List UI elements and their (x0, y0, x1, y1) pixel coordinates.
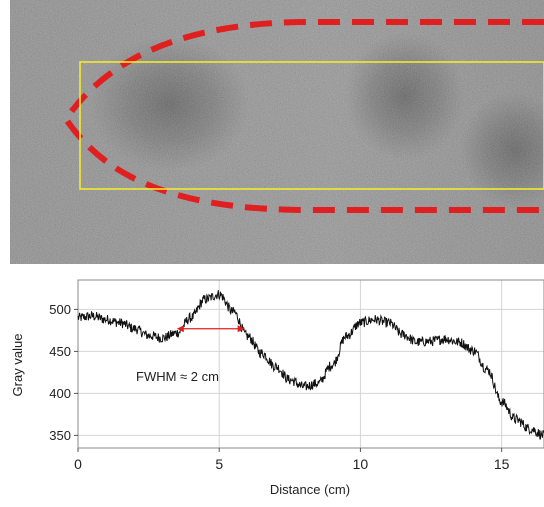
x-tick-label: 5 (215, 456, 223, 472)
chart-grid (77, 280, 544, 448)
profile-chart-svg: 350 400 450 500 0 5 10 15 FWHM ≈ 2 cm Gray val… (10, 279, 544, 497)
plot-frame (77, 279, 544, 449)
y-axis-ticks: 350 400 450 500 (49, 302, 78, 443)
phantom-image-panel (10, 0, 544, 264)
phantom-image (10, 0, 544, 264)
image-noise (10, 0, 544, 264)
fwhm-annotation: FWHM ≈ 2 cm (136, 325, 245, 384)
fwhm-arrow-head-left (176, 325, 184, 333)
roi-outline (62, 19, 544, 213)
x-tick-label: 10 (353, 456, 369, 472)
x-axis-ticks: 0 5 10 15 (74, 448, 510, 472)
x-tick-label: 15 (494, 456, 510, 472)
y-tick-label: 500 (49, 302, 71, 317)
analysis-box (79, 61, 544, 190)
x-tick-label: 0 (74, 456, 82, 472)
fwhm-arrow-head-right (237, 325, 245, 333)
y-axis-label: Gray value (10, 334, 25, 397)
y-tick-label: 400 (49, 386, 71, 401)
y-tick-label: 350 (49, 428, 71, 443)
fwhm-label: FWHM ≈ 2 cm (136, 369, 219, 384)
x-axis-label: Distance (cm) (270, 482, 350, 497)
profile-chart: 350 400 450 500 0 5 10 15 FWHM ≈ 2 cm Gray val… (0, 264, 544, 502)
profile-line (77, 290, 544, 440)
y-tick-label: 450 (49, 344, 71, 359)
